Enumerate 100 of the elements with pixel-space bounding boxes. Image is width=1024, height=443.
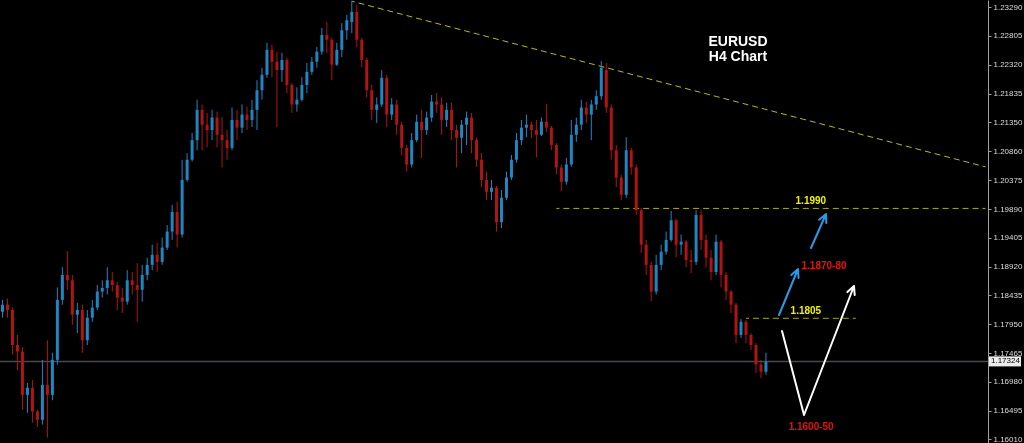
candlestick (659, 244, 663, 271)
y-tick-label: 1.19890 (993, 204, 1023, 214)
candlestick (305, 62, 309, 94)
candlestick (514, 132, 518, 164)
candlestick (120, 287, 124, 314)
y-tick-label: 1.16980 (993, 377, 1023, 387)
candlestick (110, 271, 114, 293)
candlestick (425, 111, 429, 136)
candlestick (360, 37, 364, 68)
candlestick (524, 114, 528, 138)
candlestick (669, 210, 673, 243)
y-tick-label: 1.18435 (993, 290, 1023, 300)
candlestick (190, 132, 194, 163)
text: EURUSD (708, 33, 768, 49)
text: H4 Chart (708, 48, 768, 64)
candlestick (470, 112, 474, 154)
candlestick (619, 174, 623, 201)
candlestick (300, 76, 304, 103)
candlestick (115, 281, 119, 311)
candlestick (415, 114, 419, 143)
candlestick (455, 124, 459, 168)
candlestick (704, 234, 708, 268)
annotation: 1.1600-50 (788, 421, 835, 433)
candlestick (450, 102, 454, 141)
candlestick (430, 94, 434, 123)
candlestick (240, 104, 244, 134)
candlestick (420, 109, 424, 159)
candlestick (589, 99, 593, 141)
candlestick (75, 302, 79, 334)
candlestick (679, 234, 683, 256)
candlestick (754, 342, 758, 374)
data-label: 1.1990 (795, 195, 827, 207)
candlestick (544, 103, 548, 133)
candlestick (90, 299, 94, 323)
y-tick-label: 1.21350 (993, 117, 1023, 127)
candlestick (759, 359, 763, 379)
candlestick (170, 204, 174, 241)
candlestick (559, 163, 563, 192)
candlestick (335, 42, 339, 67)
candlestick (215, 111, 219, 148)
candlestick (519, 119, 523, 146)
candlestick (584, 101, 588, 124)
candlestick (140, 264, 144, 303)
candlestick (85, 309, 89, 346)
candlestick (594, 89, 598, 111)
candlestick (255, 79, 259, 131)
candlestick (764, 352, 768, 376)
candlestick (105, 266, 109, 296)
candlestick (5, 298, 9, 319)
candlestick (579, 99, 583, 131)
candlestick (390, 97, 394, 121)
candlestick (320, 27, 324, 56)
candlestick (205, 112, 209, 148)
candlestick (145, 257, 149, 281)
candlestick (485, 171, 489, 201)
candlestick (554, 142, 558, 176)
candlestick (260, 67, 264, 101)
candlestick (539, 117, 543, 137)
candlestick (45, 339, 49, 439)
candlestick (465, 111, 469, 146)
candlestick (395, 99, 399, 136)
candlestick (30, 379, 34, 424)
candlestick (744, 319, 748, 344)
candlestick (375, 96, 379, 124)
candlestick (15, 334, 19, 371)
candlestick (150, 244, 154, 271)
candlestick (534, 119, 538, 158)
candlestick (340, 22, 344, 58)
candlestick (125, 269, 129, 306)
candlestick (225, 129, 229, 161)
candlestick (629, 147, 633, 176)
candlestick (280, 52, 284, 83)
candlestick (435, 92, 439, 114)
y-tick-label: 1.17465 (993, 348, 1023, 358)
y-tick-label: 1.23290 (993, 2, 1023, 12)
candlestick (235, 109, 239, 141)
candlestick (350, 0, 354, 34)
candlestick (509, 154, 513, 181)
candlestick (709, 249, 713, 281)
candlestick (480, 152, 484, 188)
candlestick (644, 239, 648, 276)
candlestick (175, 201, 179, 249)
candlestick (160, 237, 164, 266)
candlestick (290, 82, 294, 114)
candlestick (724, 271, 728, 301)
candlestick (220, 116, 224, 168)
y-tick-label: 1.18920 (993, 262, 1023, 272)
candlestick (400, 121, 404, 156)
candlestick (504, 171, 508, 201)
candlestick (445, 102, 449, 128)
candlestick (475, 137, 479, 168)
y-tick-label: 1.22805 (993, 31, 1023, 41)
y-tick-label: 1.21835 (993, 89, 1023, 99)
y-tick-label: 1.16495 (993, 406, 1023, 416)
candlestick (200, 104, 204, 151)
candlestick (155, 242, 159, 273)
y-tick-label: 1.20375 (993, 175, 1023, 185)
candlestick (460, 119, 464, 154)
candlestick (549, 125, 553, 151)
candlestick (345, 14, 349, 41)
